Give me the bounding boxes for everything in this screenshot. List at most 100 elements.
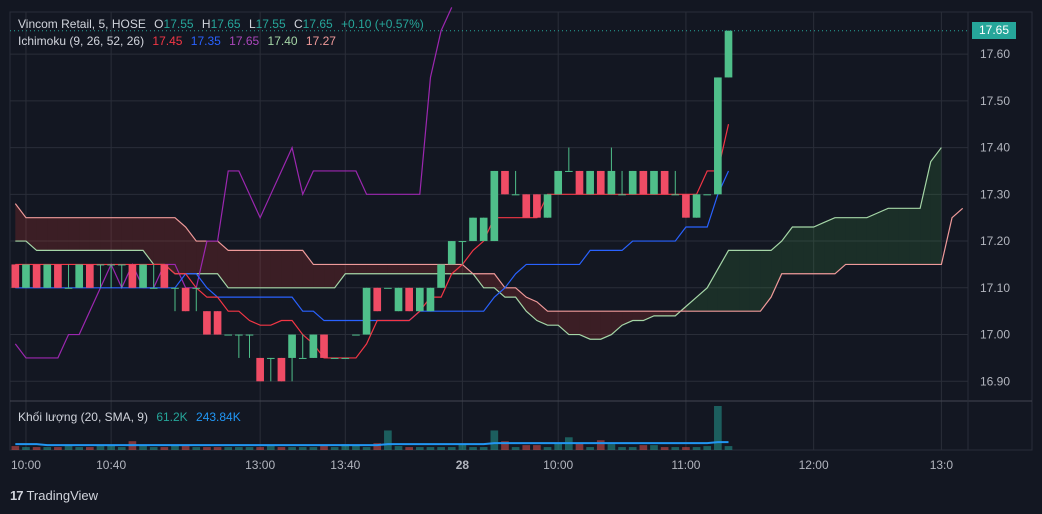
candle-body <box>501 170 509 195</box>
cloud-segment <box>270 250 282 288</box>
cloud-segment <box>558 311 569 335</box>
cloud-segment <box>238 250 250 288</box>
cloud-segment <box>313 264 325 288</box>
volume-bar <box>511 447 520 450</box>
cloud-segment <box>781 227 793 274</box>
volume-bar <box>650 445 658 450</box>
candle-body <box>607 170 616 195</box>
volume-bar <box>32 447 41 450</box>
candle-body <box>554 170 563 195</box>
cloud-segment <box>568 311 580 335</box>
cloud-segment <box>526 297 537 321</box>
candle-body <box>160 264 169 288</box>
candle-body <box>373 287 382 312</box>
candle-body <box>245 334 254 336</box>
candle-body <box>692 194 701 218</box>
open-label: O <box>154 17 164 31</box>
volume-bar <box>181 446 190 450</box>
x-tick-label: 13:00 <box>245 458 275 472</box>
cloud-segment <box>653 311 665 316</box>
cloud-segment <box>611 311 623 335</box>
y-tick-label: 17.60 <box>980 47 1010 61</box>
candle-body <box>139 264 147 288</box>
volume-bar <box>639 445 648 450</box>
volume-label: Khối lượng (20, SMA, 9) <box>18 410 148 424</box>
volume-bar <box>266 446 275 450</box>
cloud-segment <box>792 227 804 274</box>
candle-body <box>671 194 680 196</box>
cloud-segment <box>739 250 750 312</box>
volume-bar <box>373 443 382 450</box>
cloud-segment <box>111 217 122 251</box>
candle-body <box>650 170 658 195</box>
cloud-segment <box>121 217 133 251</box>
x-tick-label: 13:40 <box>330 458 360 472</box>
volume-bar <box>213 447 222 450</box>
close-label: C <box>294 17 303 31</box>
cloud-segment <box>334 264 346 288</box>
x-tick-label: 13:0 <box>930 458 954 472</box>
y-tick-label: 17.30 <box>980 187 1010 201</box>
volume-bar <box>447 447 456 450</box>
candle-body <box>543 194 552 218</box>
last-price-tag: 17.65 <box>972 22 1016 39</box>
candle-body <box>362 287 371 335</box>
ichimoku-legend: Ichimoku (9, 26, 52, 26) 17.45 17.35 17.… <box>18 34 341 48</box>
candle-body <box>596 170 605 195</box>
volume-bar <box>682 447 690 450</box>
cloud-segment <box>877 208 889 265</box>
candle-body <box>96 264 105 266</box>
cloud-segment <box>302 250 314 288</box>
cloud-segment <box>579 311 591 340</box>
cloud-segment <box>324 264 335 288</box>
volume-bars <box>11 406 733 450</box>
cloud-segment <box>856 217 867 265</box>
volume-bar <box>596 440 605 450</box>
volume-bar <box>628 447 637 450</box>
volume-bar <box>309 447 318 450</box>
volume-bar <box>235 447 243 450</box>
cloud-segment <box>398 264 410 274</box>
lagging-value: 17.65 <box>229 34 260 48</box>
span-b-value: 17.27 <box>305 34 336 48</box>
conversion-value: 17.45 <box>152 34 183 48</box>
cloud-segment <box>920 161 931 265</box>
tradingview-footer[interactable]: 17 TradingView <box>10 488 98 503</box>
volume-bar <box>149 447 158 450</box>
volume-bar <box>714 406 722 450</box>
cloud-segment <box>100 217 112 251</box>
volume-bar <box>245 447 254 450</box>
grid <box>9 11 1033 451</box>
volume-value: 61.2K <box>156 410 188 424</box>
low-value: 17.55 <box>255 17 286 31</box>
cloud-segment <box>196 241 207 274</box>
cloud-segment <box>132 217 144 251</box>
candle-body <box>415 287 424 312</box>
cloud-segment <box>824 217 835 274</box>
cloud-segment <box>228 250 239 288</box>
volume-sma-line <box>15 441 729 447</box>
candle-body <box>703 194 712 196</box>
candle-body <box>54 264 62 288</box>
volume-bar <box>437 447 445 450</box>
volume-bar <box>11 446 20 450</box>
volume-bar <box>692 447 701 450</box>
brand-label: TradingView <box>26 488 99 503</box>
cloud-segment <box>164 217 175 274</box>
cloud-segment <box>217 241 229 288</box>
cloud-segment <box>930 147 942 265</box>
candle-body <box>75 264 84 288</box>
cloud-segment <box>419 264 431 274</box>
candle-body <box>394 287 403 312</box>
volume-bar <box>64 446 73 450</box>
volume-bar <box>298 447 307 450</box>
volume-bar <box>660 447 669 450</box>
candle-body <box>639 170 648 195</box>
volume-bar <box>405 447 413 450</box>
volume-bar <box>724 446 733 450</box>
candle-body <box>522 194 531 218</box>
candles <box>11 30 733 382</box>
lagging-span-line <box>14 7 453 359</box>
cloud-segment <box>696 287 708 312</box>
